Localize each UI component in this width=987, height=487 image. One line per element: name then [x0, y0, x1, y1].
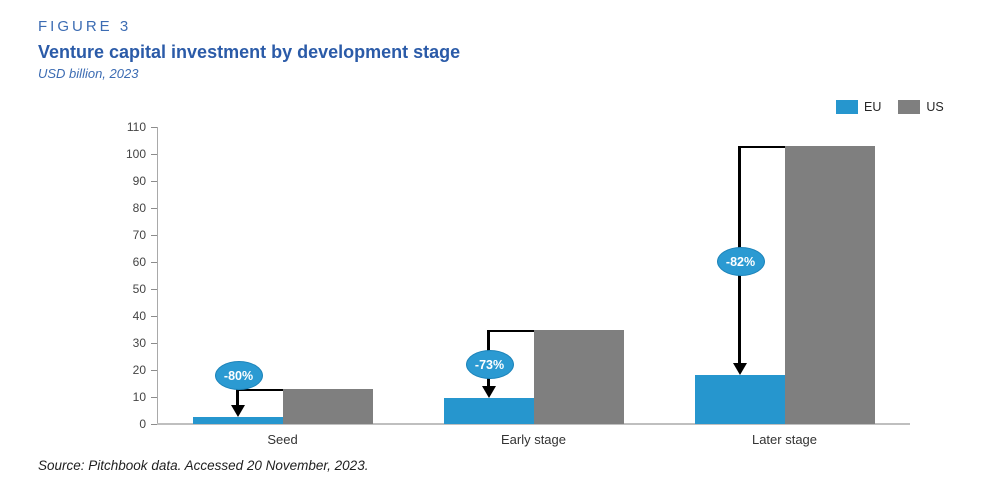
eu-bar-1 — [443, 398, 534, 424]
x-axis-label: Seed — [267, 432, 298, 447]
percent-change-bubble: -80% — [214, 361, 263, 391]
y-axis-tick — [151, 424, 157, 425]
y-axis-tick — [151, 127, 157, 128]
source-note: Source: Pitchbook data. Accessed 20 Nove… — [38, 458, 369, 473]
y-axis-tick-label: 20 — [132, 363, 146, 377]
y-axis-tick-label: 70 — [132, 228, 146, 242]
y-axis-tick-label: 110 — [126, 120, 146, 134]
us-bar-2 — [784, 145, 875, 424]
annotation-arrow-head — [732, 363, 747, 376]
us-bar-1 — [533, 329, 624, 424]
annotation-connector — [488, 329, 534, 332]
x-axis-line — [157, 423, 910, 425]
x-axis-label: Early stage — [500, 432, 567, 447]
figure-subtitle: USD billion, 2023 — [38, 66, 139, 81]
eu-bar-2 — [694, 375, 785, 424]
annotation-connector — [237, 388, 283, 391]
percent-change-bubble: -82% — [716, 247, 765, 277]
y-axis-tick — [151, 262, 157, 263]
y-axis-tick — [151, 343, 157, 344]
y-axis-tick — [151, 370, 157, 371]
eu-color-swatch — [836, 100, 858, 114]
y-axis-tick-label: 80 — [132, 201, 146, 215]
y-axis-tick-label: 0 — [139, 417, 146, 431]
annotation-arrow-shaft — [236, 388, 239, 408]
y-axis-tick-label: 40 — [132, 309, 146, 323]
us-color-swatch — [898, 100, 921, 114]
eu-bar-0 — [192, 417, 283, 424]
y-axis-tick — [151, 154, 157, 155]
y-axis-tick — [151, 289, 157, 290]
y-axis-tick — [151, 181, 157, 182]
y-axis-tick — [151, 397, 157, 398]
figure-number: FIGURE 3 — [38, 18, 132, 35]
legend-label-eu: EU — [864, 100, 882, 114]
annotation-arrow-head — [481, 386, 496, 399]
y-axis-tick-label: 10 — [132, 390, 146, 404]
percent-change-bubble: -73% — [465, 350, 514, 380]
y-axis-tick — [151, 208, 157, 209]
y-axis-tick — [151, 316, 157, 317]
annotation-connector — [739, 145, 785, 148]
y-axis-tick-label: 100 — [125, 147, 146, 161]
figure-title: Venture capital investment by developmen… — [38, 42, 461, 62]
legend-item-us: US — [898, 100, 944, 114]
x-axis-label: Later stage — [751, 432, 818, 447]
y-axis-tick-label: 90 — [132, 174, 146, 188]
y-axis-line — [157, 127, 158, 424]
y-axis-tick — [151, 235, 157, 236]
annotation-arrow-head — [230, 405, 245, 418]
legend-item-eu: EU — [836, 100, 881, 114]
us-bar-0 — [282, 388, 373, 424]
y-axis-tick-label: 50 — [132, 282, 146, 296]
legend-label-us: US — [926, 100, 944, 114]
chart-legend: EU US — [836, 100, 954, 114]
y-axis-tick-label: 30 — [132, 336, 146, 350]
y-axis-tick-label: 60 — [132, 255, 146, 269]
